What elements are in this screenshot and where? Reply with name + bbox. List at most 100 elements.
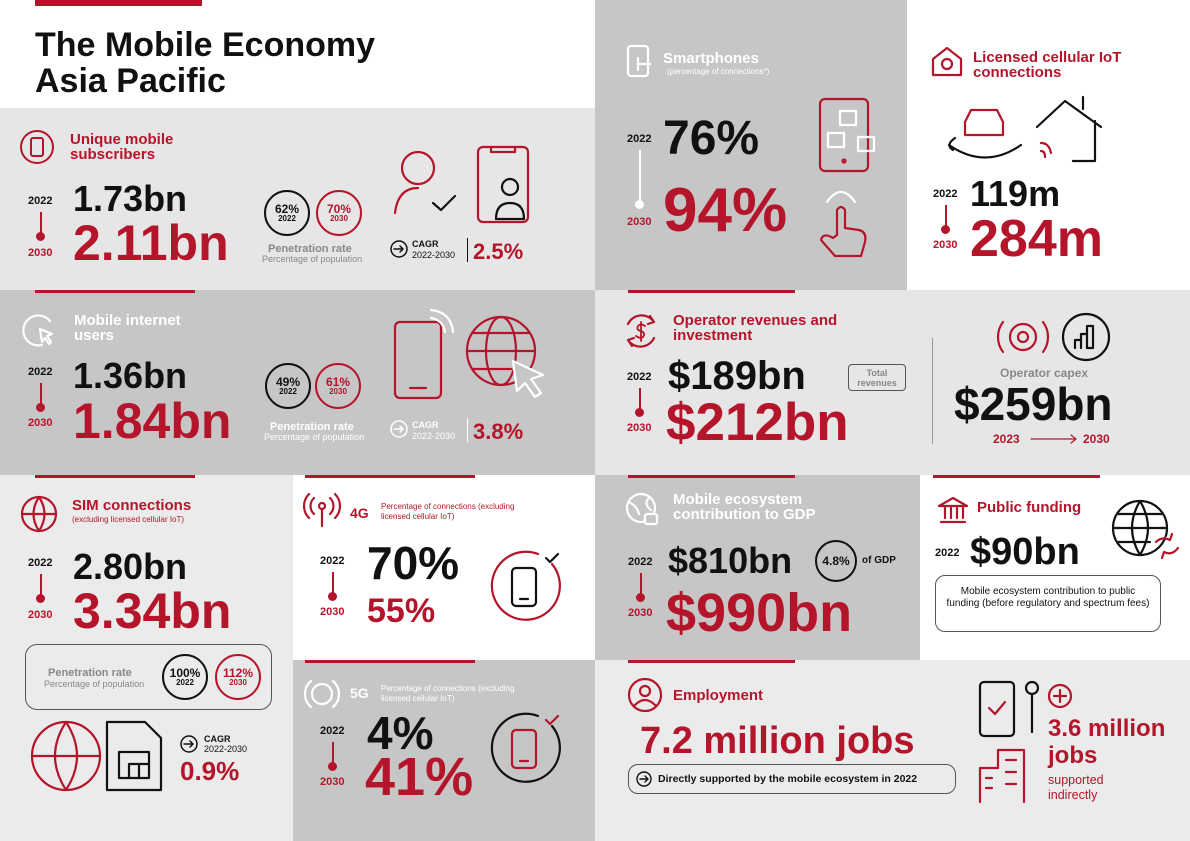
year: 2022 [933,188,958,200]
icon-shape [636,771,652,787]
icon-shape [500,177,520,197]
icon-shape [627,677,663,713]
badge-value: 100% [169,665,201,680]
accent [35,290,195,293]
icon [302,492,342,528]
icon-shape [1030,434,1077,444]
icon-shape [633,698,657,707]
icon [393,308,455,400]
icon-shape [393,320,443,400]
icon [390,420,408,438]
icon [931,46,963,77]
year: 2030 [627,422,652,434]
value: 70% [367,537,460,589]
icon-shape [1154,532,1180,560]
badge-value: 61% [325,374,351,389]
icon-shape [643,512,659,526]
value: 3.34bn [73,583,232,639]
box [628,764,956,794]
note: supported indirectly [1048,773,1104,802]
section-title: 4G [350,505,369,521]
icon-shape [400,150,436,186]
panel [293,660,595,841]
value: 284m [970,210,1103,268]
year: 2030 [320,776,345,788]
icon-shape [931,46,963,77]
icon-shape [1073,324,1095,350]
timeline [40,383,42,407]
timeline-dot [328,762,337,771]
icon-shape [826,131,846,149]
icon [1035,95,1103,163]
section-title: SIM connections [72,497,192,514]
icon [30,720,102,792]
icon-shape [1008,322,1038,352]
value: $259bn [954,378,1113,430]
section-title: Mobile internet users [74,312,181,344]
icon-shape [940,57,954,71]
icon-shape [636,56,652,72]
icon-shape [1016,330,1030,344]
icon-shape [544,552,560,564]
section-title: Licensed cellular IoT connections [973,49,1122,81]
icon-shape [856,135,876,153]
icon-shape [20,495,58,533]
timeline-dot [328,592,337,601]
icon [626,314,656,348]
value: 76% [663,112,760,165]
icon [625,492,659,526]
icon [20,495,58,533]
year: 2022 [935,547,960,559]
badge: 61% 2030 [315,363,361,409]
value: 119m [970,173,1061,214]
title: The Mobile Economy [35,26,376,64]
icon-shape [947,136,1023,159]
icon-shape [1039,141,1053,159]
icon-shape [627,496,653,516]
section-title: Unique mobile subscribers [70,131,174,163]
label: CAGR [412,239,439,249]
icon-shape [465,331,537,371]
subtitle: (excluding licensed cellular IoT) [72,515,185,524]
label: Percentage of population [44,679,145,689]
value: 1.36bn [73,355,188,396]
icon-shape [30,137,44,157]
badge-year: 2022 [278,214,296,224]
timeline [332,742,334,766]
timeline-dot [36,594,45,603]
icon-shape [183,740,194,748]
year: 2022 [628,556,653,568]
panel [595,290,1190,475]
icon-shape [1035,95,1103,163]
icon-shape [30,720,102,792]
value: 1.84bn [73,393,232,449]
panel [595,660,1190,841]
icon-shape [393,425,404,433]
subtitle: Percentage of connections (excluding lic… [381,684,515,703]
accent [933,475,1100,478]
value: $90bn [970,531,1080,573]
note: Mobile ecosystem contribution to public … [935,575,1161,632]
timeline [332,572,334,596]
section-title: 5G [350,685,369,701]
icon-shape [431,194,457,212]
label: Percentage of population [264,432,365,442]
subtitle: Percentage of connections (excluding lic… [381,502,515,521]
icon [1111,499,1180,560]
timeline [945,205,947,229]
timeline-dot [636,593,645,602]
year: 2022 [28,195,53,207]
year: 2030 [933,239,958,251]
icon-shape [635,321,646,342]
icon-shape [180,735,198,753]
icon-shape [978,680,1016,738]
timeline-dot [635,200,644,209]
icon-shape [302,492,342,528]
divider [467,238,468,262]
arrow [1030,434,1077,444]
timeline [639,150,641,205]
label: Penetration rate [268,243,352,255]
icon [626,44,652,78]
label: 2022-2030 [412,431,456,441]
